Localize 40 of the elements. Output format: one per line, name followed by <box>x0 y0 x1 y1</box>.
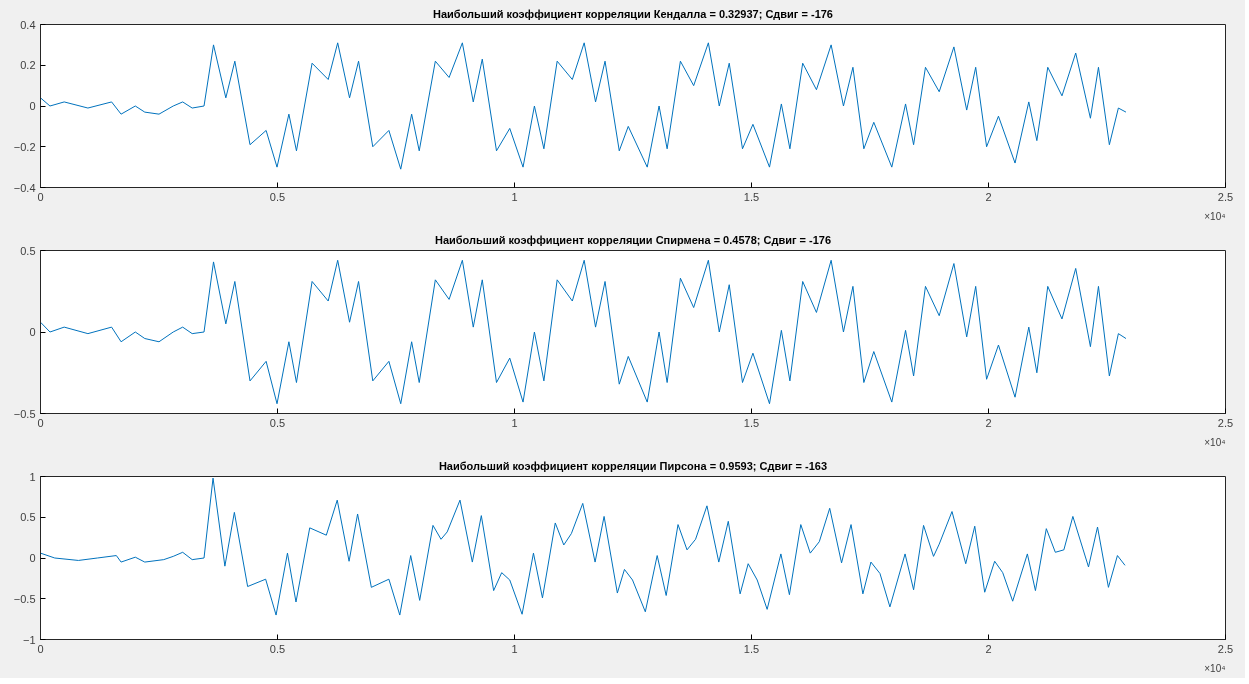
y-tick-label: −1 <box>22 633 36 646</box>
chart-title: Наибольший коэффициент корреляции Спирмена = 0.4578; Сдвиг = -176 <box>434 233 832 246</box>
y-tick-label: −0.2 <box>13 140 36 153</box>
text: ×10⁴ <box>1204 436 1226 448</box>
x-tick-label: 1.5 <box>743 642 760 655</box>
chart-title: Наибольший коэффициент корреляции Кендалла = 0.32937; Сдвиг = -176 <box>433 7 833 20</box>
y-tick-label: −0.5 <box>13 592 36 605</box>
x-tick-label: 0 <box>37 190 44 203</box>
x-tick-label: 0.5 <box>269 190 286 203</box>
y-tick-label: 0 <box>29 100 36 112</box>
y-tick-label: 1 <box>29 470 36 483</box>
x-tick-label: 2.5 <box>1217 642 1234 655</box>
x-tick-label: 0.5 <box>269 416 286 429</box>
line-series <box>40 259 1127 405</box>
text: ×10⁴ <box>1204 662 1226 674</box>
y-tick-label: 0.2 <box>20 59 36 72</box>
x-tick-label: 1 <box>511 642 518 655</box>
x-tick-label: 1 <box>511 416 518 429</box>
y-tick-label: 0 <box>29 552 36 564</box>
text: ×10⁴ <box>1204 210 1226 222</box>
y-tick-label: 0.4 <box>20 18 36 31</box>
y-tick-label: −0.4 <box>13 181 36 194</box>
x-tick-label: 0 <box>37 416 44 429</box>
x-tick-label: 2 <box>985 190 992 203</box>
x-tick-label: 2 <box>985 416 992 429</box>
x-tick-label: 2.5 <box>1217 190 1234 203</box>
x-tick-label: 1.5 <box>743 190 760 203</box>
y-tick-label: 0.5 <box>20 511 36 524</box>
x-tick-label: 0 <box>37 642 44 655</box>
line-series <box>40 42 1127 170</box>
x-tick-label: 2.5 <box>1217 416 1234 429</box>
y-tick-label: −0.5 <box>13 407 36 420</box>
line-series <box>40 477 1126 616</box>
x-tick-label: 1.5 <box>743 416 760 429</box>
y-tick-label: 0.5 <box>20 244 36 257</box>
x-tick-label: 0.5 <box>269 642 286 655</box>
chart-title: Наибольший коэффициент корреляции Пирсона = 0.9593; Сдвиг = -163 <box>438 459 828 472</box>
x-tick-label: 1 <box>511 190 518 203</box>
x-tick-label: 2 <box>985 642 992 655</box>
y-tick-label: 0 <box>29 326 36 338</box>
